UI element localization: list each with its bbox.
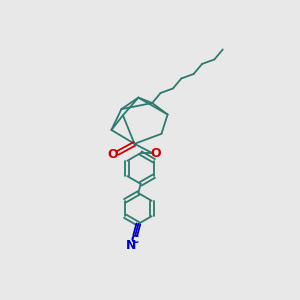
- Text: O: O: [151, 146, 161, 160]
- Text: O: O: [108, 148, 118, 161]
- Text: C: C: [130, 235, 139, 244]
- Text: N: N: [126, 239, 136, 252]
